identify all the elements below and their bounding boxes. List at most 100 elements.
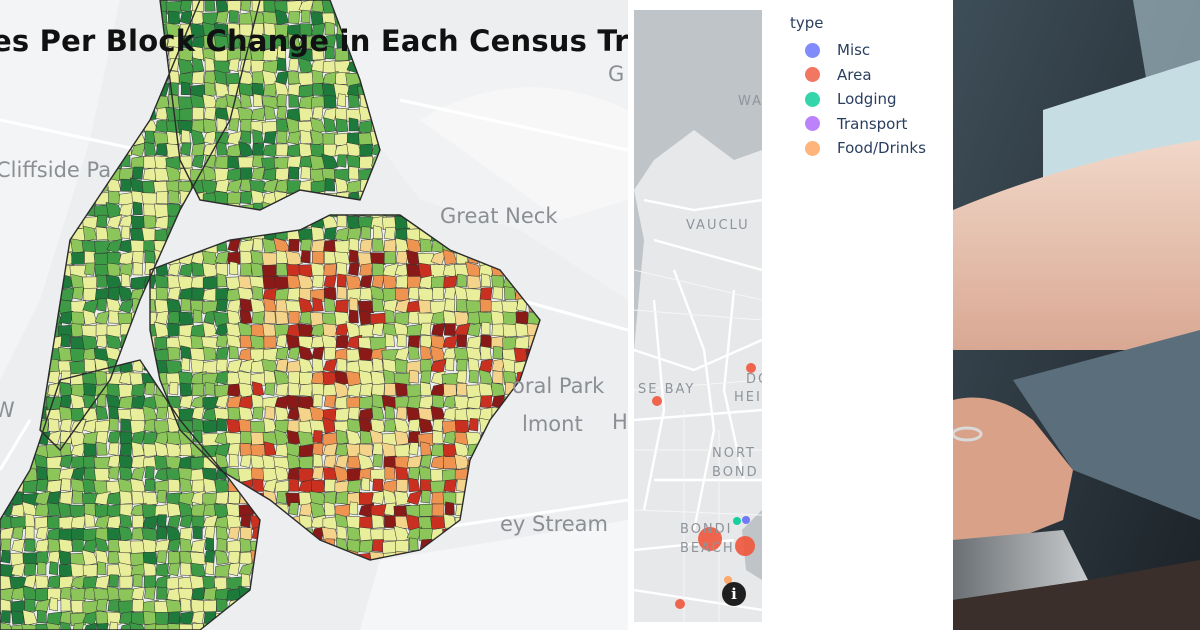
map-info-button[interactable]: i bbox=[722, 582, 746, 606]
census-tract[interactable] bbox=[336, 213, 347, 228]
census-tract[interactable] bbox=[370, 468, 387, 482]
census-tract[interactable] bbox=[334, 480, 351, 494]
census-tract[interactable] bbox=[408, 369, 419, 384]
census-tract[interactable] bbox=[60, 370, 72, 384]
census-tract[interactable] bbox=[336, 154, 347, 168]
census-tract[interactable] bbox=[143, 141, 157, 157]
census-tract[interactable] bbox=[324, 45, 335, 60]
census-tract[interactable] bbox=[468, 357, 480, 372]
census-tract[interactable] bbox=[237, 156, 255, 171]
census-tract[interactable] bbox=[179, 382, 193, 397]
census-tract[interactable] bbox=[71, 311, 85, 325]
census-tract[interactable] bbox=[478, 382, 494, 398]
census-tract[interactable] bbox=[359, 263, 373, 277]
census-tract[interactable] bbox=[492, 370, 504, 384]
census-tract[interactable] bbox=[276, 250, 288, 264]
census-tract[interactable] bbox=[443, 383, 457, 397]
census-tract[interactable] bbox=[82, 298, 99, 314]
census-tract[interactable] bbox=[96, 393, 107, 408]
census-tract[interactable] bbox=[239, 527, 252, 541]
census-tract[interactable] bbox=[166, 131, 182, 146]
census-tract[interactable] bbox=[432, 394, 444, 408]
census-tract[interactable] bbox=[156, 526, 168, 540]
census-tract[interactable] bbox=[156, 550, 168, 564]
census-tract[interactable] bbox=[372, 478, 384, 492]
census-tract[interactable] bbox=[347, 227, 362, 241]
census-tract[interactable] bbox=[167, 562, 181, 577]
census-tract[interactable] bbox=[263, 369, 277, 385]
census-tract[interactable] bbox=[287, 155, 302, 169]
census-tract[interactable] bbox=[118, 384, 134, 398]
census-tract[interactable] bbox=[83, 587, 97, 601]
census-tract[interactable] bbox=[348, 407, 360, 420]
census-tract[interactable] bbox=[216, 273, 228, 288]
point-misc[interactable] bbox=[742, 516, 750, 524]
census-tract[interactable] bbox=[203, 71, 217, 85]
census-tract[interactable] bbox=[359, 539, 374, 553]
census-tract[interactable] bbox=[515, 322, 529, 337]
census-tract[interactable] bbox=[323, 95, 337, 109]
census-tract[interactable] bbox=[239, 551, 253, 565]
census-tract[interactable] bbox=[215, 347, 229, 361]
census-tract[interactable] bbox=[59, 575, 74, 589]
census-tract[interactable] bbox=[144, 586, 156, 600]
census-tract[interactable] bbox=[300, 166, 311, 180]
census-tract[interactable] bbox=[60, 597, 72, 612]
census-tract[interactable] bbox=[144, 130, 156, 144]
census-tract[interactable] bbox=[214, 478, 230, 494]
census-tract[interactable] bbox=[335, 491, 349, 505]
point-area[interactable] bbox=[652, 396, 662, 406]
census-tract[interactable] bbox=[156, 586, 168, 600]
census-tract[interactable] bbox=[406, 490, 423, 506]
census-tract[interactable] bbox=[47, 479, 62, 493]
census-tract[interactable] bbox=[312, 297, 324, 312]
census-tract[interactable] bbox=[191, 57, 205, 73]
census-tract[interactable] bbox=[395, 539, 410, 553]
census-tract[interactable] bbox=[130, 155, 147, 170]
census-tract[interactable] bbox=[359, 443, 373, 457]
census-tract[interactable] bbox=[96, 441, 108, 456]
census-tract[interactable] bbox=[214, 515, 231, 530]
census-tract[interactable] bbox=[334, 48, 350, 62]
census-tract[interactable] bbox=[46, 611, 63, 626]
census-tract[interactable] bbox=[227, 526, 240, 541]
census-tract[interactable] bbox=[287, 11, 301, 25]
census-tract[interactable] bbox=[202, 262, 218, 278]
census-tract[interactable] bbox=[84, 513, 96, 528]
census-tract[interactable] bbox=[324, 479, 336, 492]
census-tract[interactable] bbox=[168, 190, 180, 204]
census-tract[interactable] bbox=[369, 336, 387, 351]
census-tract[interactable] bbox=[167, 10, 181, 25]
census-tract[interactable] bbox=[47, 587, 62, 601]
census-tract[interactable] bbox=[275, 490, 288, 505]
census-tract[interactable] bbox=[71, 286, 84, 301]
census-tract[interactable] bbox=[285, 250, 303, 267]
census-tract[interactable] bbox=[204, 550, 216, 564]
census-tract[interactable] bbox=[383, 239, 397, 253]
census-tract[interactable] bbox=[311, 59, 326, 73]
census-tract[interactable] bbox=[35, 551, 49, 565]
census-tract[interactable] bbox=[491, 358, 505, 373]
census-tract[interactable] bbox=[107, 287, 121, 301]
census-tract[interactable] bbox=[82, 309, 98, 326]
census-tract[interactable] bbox=[0, 563, 15, 579]
census-tract[interactable] bbox=[191, 262, 205, 277]
census-tract[interactable] bbox=[456, 334, 468, 348]
census-tract[interactable] bbox=[346, 526, 362, 542]
census-tract[interactable] bbox=[323, 263, 337, 277]
census-tract[interactable] bbox=[384, 405, 396, 420]
census-tract[interactable] bbox=[336, 358, 348, 372]
census-tract[interactable] bbox=[323, 250, 337, 265]
census-tract[interactable] bbox=[420, 345, 432, 360]
census-tract[interactable] bbox=[143, 611, 157, 625]
census-tract[interactable] bbox=[129, 478, 147, 495]
census-tract[interactable] bbox=[179, 611, 194, 625]
census-tract[interactable] bbox=[216, 117, 228, 132]
census-tract[interactable] bbox=[179, 527, 193, 541]
census-tract[interactable] bbox=[203, 455, 218, 469]
census-tract[interactable] bbox=[239, 298, 253, 313]
census-tract[interactable] bbox=[191, 610, 205, 625]
census-tract[interactable] bbox=[456, 382, 468, 396]
census-tract[interactable] bbox=[215, 155, 230, 169]
census-tract[interactable] bbox=[300, 250, 311, 264]
